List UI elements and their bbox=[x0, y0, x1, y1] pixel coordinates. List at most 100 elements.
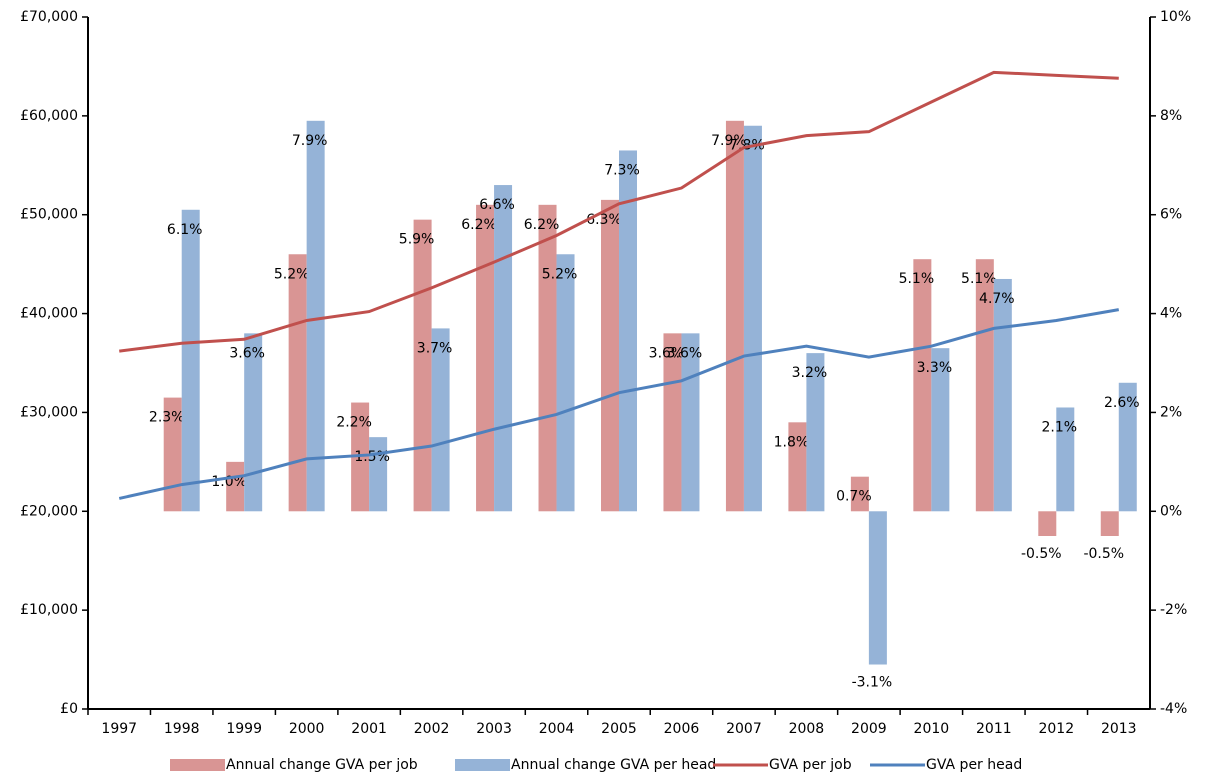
bar bbox=[1056, 407, 1075, 512]
bar bbox=[476, 204, 495, 512]
y2-tick-label: 10% bbox=[1160, 9, 1191, 25]
data-label: 6.2% bbox=[524, 217, 560, 233]
bar bbox=[163, 397, 182, 512]
data-label: 6.2% bbox=[461, 217, 497, 233]
bar bbox=[1118, 382, 1137, 512]
bar bbox=[913, 259, 932, 512]
x-tick-label: 2013 bbox=[1101, 721, 1137, 737]
data-label: 5.2% bbox=[542, 266, 578, 282]
y-tick-label: £10,000 bbox=[20, 602, 78, 618]
data-label: 3.6% bbox=[229, 345, 265, 361]
x-tick-label: 2002 bbox=[414, 721, 450, 737]
y-tick-label: £50,000 bbox=[20, 207, 78, 223]
data-label: 3.6% bbox=[649, 345, 685, 361]
bar bbox=[431, 328, 450, 512]
bar bbox=[1038, 511, 1057, 536]
bar bbox=[226, 461, 245, 512]
x-tick-label: 2003 bbox=[476, 721, 512, 737]
data-label: -0.5% bbox=[1021, 546, 1062, 562]
y-tick-label: £70,000 bbox=[20, 9, 78, 25]
bar bbox=[181, 209, 200, 512]
x-tick-label: 2004 bbox=[539, 721, 575, 737]
bar bbox=[288, 254, 307, 512]
x-tick-label: 2012 bbox=[1038, 721, 1074, 737]
legend-swatch bbox=[455, 759, 510, 771]
y-tick-label: £30,000 bbox=[20, 404, 78, 420]
y2-tick-label: -4% bbox=[1160, 701, 1187, 717]
legend-label: GVA per job bbox=[769, 757, 852, 773]
data-label: 6.3% bbox=[586, 212, 622, 228]
bar bbox=[975, 259, 994, 512]
data-label: 5.2% bbox=[274, 266, 310, 282]
data-label: 7.9% bbox=[711, 133, 747, 149]
bar bbox=[413, 219, 432, 512]
data-label: -3.1% bbox=[852, 675, 893, 691]
y2-tick-label: 2% bbox=[1160, 404, 1182, 420]
data-label: 6.6% bbox=[479, 197, 515, 213]
data-label: 7.9% bbox=[292, 133, 328, 149]
bar bbox=[244, 333, 263, 512]
data-label: 3.7% bbox=[417, 340, 453, 356]
bar bbox=[806, 353, 825, 512]
line bbox=[118, 308, 1120, 500]
y2-tick-label: 8% bbox=[1160, 108, 1182, 124]
bar bbox=[993, 278, 1012, 512]
data-label: 3.2% bbox=[792, 365, 828, 381]
data-label: 2.2% bbox=[336, 415, 372, 431]
x-tick-label: 1998 bbox=[164, 721, 200, 737]
x-tick-label: 2005 bbox=[601, 721, 637, 737]
data-label: 5.1% bbox=[961, 271, 997, 287]
legend-swatch bbox=[170, 759, 225, 771]
y2-tick-label: 6% bbox=[1160, 207, 1182, 223]
bar bbox=[619, 150, 637, 512]
bar bbox=[538, 204, 557, 512]
bar bbox=[663, 333, 682, 512]
x-tick-label: 2000 bbox=[289, 721, 325, 737]
x-tick-label: 2001 bbox=[351, 721, 387, 737]
x-tick-label: 1999 bbox=[226, 721, 262, 737]
y-tick-label: £60,000 bbox=[20, 108, 78, 124]
x-tick-label: 2009 bbox=[851, 721, 887, 737]
y2-tick-label: 0% bbox=[1160, 503, 1182, 519]
y-tick-label: £40,000 bbox=[20, 306, 78, 322]
legend-label: GVA per head bbox=[926, 757, 1022, 773]
data-label: 6.1% bbox=[167, 222, 203, 238]
bar bbox=[931, 348, 950, 512]
bar bbox=[743, 125, 762, 512]
bar bbox=[868, 511, 887, 665]
legend-label: Annual change GVA per job bbox=[226, 757, 418, 773]
y2-tick-label: 4% bbox=[1160, 306, 1182, 322]
data-label: 2.1% bbox=[1042, 419, 1078, 435]
data-label: 5.9% bbox=[399, 232, 435, 248]
data-label: 2.6% bbox=[1104, 395, 1140, 411]
x-tick-label: 1997 bbox=[101, 721, 137, 737]
x-tick-label: 2010 bbox=[914, 721, 950, 737]
bar bbox=[1100, 511, 1119, 536]
bar bbox=[556, 254, 575, 512]
y-tick-label: £0 bbox=[60, 701, 78, 717]
data-label: 2.3% bbox=[149, 410, 185, 426]
line bbox=[119, 70, 1119, 353]
x-tick-label: 2008 bbox=[789, 721, 825, 737]
data-label: -0.5% bbox=[1083, 546, 1124, 562]
x-tick-label: 2011 bbox=[976, 721, 1012, 737]
bar bbox=[601, 199, 619, 512]
y-tick-label: £20,000 bbox=[20, 503, 78, 519]
bar bbox=[788, 422, 807, 512]
data-label: 0.7% bbox=[836, 489, 872, 505]
data-label: 3.6% bbox=[667, 345, 703, 361]
x-tick-label: 2006 bbox=[664, 721, 700, 737]
x-tick-label: 2007 bbox=[726, 721, 762, 737]
bar bbox=[725, 120, 744, 512]
y2-tick-label: -2% bbox=[1160, 602, 1187, 618]
data-label: 7.3% bbox=[604, 162, 640, 178]
data-label: 3.3% bbox=[917, 360, 953, 376]
data-label: 1.8% bbox=[774, 434, 810, 450]
bar bbox=[494, 185, 513, 512]
bar bbox=[850, 476, 869, 512]
legend-label: Annual change GVA per head bbox=[511, 757, 716, 773]
data-label: 4.7% bbox=[979, 291, 1015, 307]
data-label: 5.1% bbox=[899, 271, 935, 287]
bar bbox=[306, 120, 325, 512]
